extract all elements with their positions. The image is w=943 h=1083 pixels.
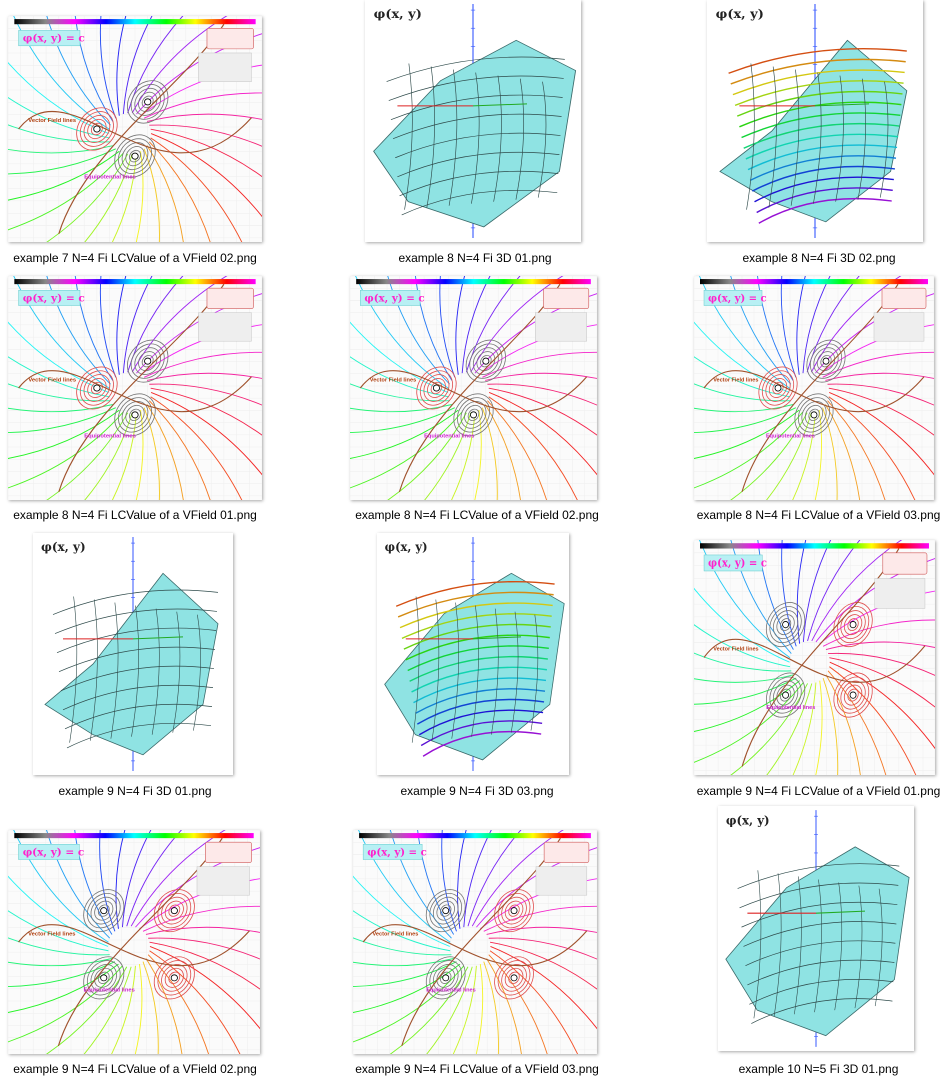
formula-badge-text: φ(x, y) = c xyxy=(367,846,427,858)
vector-field-lines-label: Vector Field lines xyxy=(370,377,417,383)
file-name-label: example 9 N=4 Fi LCValue of a VField 03.… xyxy=(355,1062,599,1076)
equipotential-lines-label: Equipotential lines xyxy=(766,433,815,439)
equipotential-lines-label: Equipotential lines xyxy=(766,705,815,711)
file-thumbnail[interactable]: φ(x, y) = c Vector Field lines Equipotenti… xyxy=(8,830,260,1054)
surface-axis-label: φ(x, y) xyxy=(385,540,428,554)
file-tile[interactable]: φ(x, y) example 9 N=4 Fi 3D 01.png xyxy=(8,533,262,803)
file-tile[interactable]: φ(x, y) = c Vector Field lines Equipotenti… xyxy=(694,540,943,803)
file-thumbnail[interactable]: φ(x, y) = c Vector Field lines Equipotenti… xyxy=(8,16,262,242)
file-thumbnail[interactable]: φ(x, y) = c Vector Field lines Equipotenti… xyxy=(694,276,934,500)
file-tile[interactable]: φ(x, y) = c Vector Field lines Equipotenti… xyxy=(8,276,262,526)
vector-field-lines-label: Vector Field lines xyxy=(713,646,758,652)
file-thumbnail[interactable]: φ(x, y) xyxy=(707,0,923,242)
formula-badge-text: φ(x, y) = c xyxy=(708,557,767,569)
file-tile[interactable]: φ(x, y) example 9 N=4 Fi 3D 03.png xyxy=(350,533,604,803)
file-tile[interactable]: φ(x, y) = c Vector Field lines Equipotenti… xyxy=(8,830,262,1083)
file-tile[interactable]: φ(x, y) = c Vector Field lines Equipotenti… xyxy=(8,16,262,268)
file-name-label: example 8 N=4 Fi LCValue of a VField 01.… xyxy=(13,508,257,522)
formula-badge-text: φ(x, y) = c xyxy=(708,292,767,304)
field-plot-image: φ(x, y) = c Vector Field lines Equipotenti… xyxy=(8,830,260,1054)
file-name-label: example 7 N=4 Fi LCValue of a VField 02.… xyxy=(13,251,257,265)
formula-badge-text: φ(x, y) = c xyxy=(23,847,85,859)
file-thumbnail[interactable]: φ(x, y) xyxy=(718,806,914,1051)
vector-field-lines-label: Vector Field lines xyxy=(28,931,75,937)
field-plot-image: φ(x, y) = c Vector Field lines Equipotenti… xyxy=(350,276,597,500)
surface-plot-image: φ(x, y) xyxy=(365,0,581,242)
vector-field-lines-label: Vector Field lines xyxy=(28,377,76,383)
file-name-label: example 9 N=4 Fi 3D 01.png xyxy=(58,784,212,798)
field-plot-image: φ(x, y) = c Vector Field lines Equipotenti… xyxy=(8,16,262,242)
field-plot-image: φ(x, y) = c Vector Field lines Equipotenti… xyxy=(353,830,597,1054)
file-name-label: example 9 N=4 Fi LCValue of a VField 01.… xyxy=(696,784,941,798)
file-thumbnail[interactable]: φ(x, y) xyxy=(365,0,581,242)
field-plot-image: φ(x, y) = c Vector Field lines Equipotenti… xyxy=(8,276,262,500)
file-name-label: example 10 N=5 Fi 3D 01.png xyxy=(738,1062,899,1076)
file-name-label: example 8 N=4 Fi LCValue of a VField 03.… xyxy=(696,508,941,522)
file-name-label: example 8 N=4 Fi LCValue of a VField 02.… xyxy=(355,508,599,522)
file-name-label: example 8 N=4 Fi 3D 02.png xyxy=(742,251,896,265)
field-plot-image: φ(x, y) = c Vector Field lines Equipotenti… xyxy=(694,276,934,500)
formula-badge-text: φ(x, y) = c xyxy=(364,293,424,305)
file-tile[interactable]: φ(x, y) = c Vector Field lines Equipotenti… xyxy=(350,276,604,526)
file-name-label: example 9 N=4 Fi LCValue of a VField 02.… xyxy=(13,1062,257,1076)
surface-axis-label: φ(x, y) xyxy=(374,7,422,21)
surface-plot-image: φ(x, y) xyxy=(377,533,569,775)
equipotential-lines-label: Equipotential lines xyxy=(84,175,136,181)
file-thumbnail[interactable]: φ(x, y) = c Vector Field lines Equipotenti… xyxy=(8,276,262,500)
file-tile[interactable]: φ(x, y) example 8 N=4 Fi 3D 02.png xyxy=(694,0,943,268)
file-tile[interactable]: φ(x, y) example 8 N=4 Fi 3D 01.png xyxy=(350,0,600,268)
equipotential-lines-label: Equipotential lines xyxy=(84,987,135,993)
equipotential-lines-label: Equipotential lines xyxy=(84,433,136,439)
field-plot-image: φ(x, y) = c Vector Field lines Equipotenti… xyxy=(694,540,935,775)
file-tile[interactable]: φ(x, y) = c Vector Field lines Equipotenti… xyxy=(694,276,943,526)
surface-axis-label: φ(x, y) xyxy=(716,7,764,21)
file-tile[interactable]: φ(x, y) = c Vector Field lines Equipotenti… xyxy=(350,830,604,1083)
surface-axis-label: φ(x, y) xyxy=(41,540,86,554)
vector-field-lines-label: Vector Field lines xyxy=(713,377,758,383)
file-thumbnail[interactable]: φ(x, y) xyxy=(33,533,233,775)
file-thumbnail[interactable]: φ(x, y) = c Vector Field lines Equipotenti… xyxy=(350,276,597,500)
vector-field-lines-label: Vector Field lines xyxy=(28,118,76,124)
file-thumbnail[interactable]: φ(x, y) = c Vector Field lines Equipotenti… xyxy=(694,540,935,775)
file-tile[interactable]: φ(x, y) example 10 N=5 Fi 3D 01.png xyxy=(694,806,943,1083)
surface-plot-image: φ(x, y) xyxy=(707,0,923,242)
formula-badge-text: φ(x, y) = c xyxy=(23,33,85,45)
equipotential-lines-label: Equipotential lines xyxy=(424,433,474,439)
file-thumbnail[interactable]: φ(x, y) = c Vector Field lines Equipotenti… xyxy=(353,830,597,1054)
surface-axis-label: φ(x, y) xyxy=(726,813,770,827)
surface-plot-image: φ(x, y) xyxy=(33,533,233,775)
vector-field-lines-label: Vector Field lines xyxy=(373,931,419,937)
surface-plot-image: φ(x, y) xyxy=(718,806,914,1051)
equipotential-lines-label: Equipotential lines xyxy=(426,987,476,993)
file-name-label: example 8 N=4 Fi 3D 01.png xyxy=(398,251,552,265)
formula-badge-text: φ(x, y) = c xyxy=(23,293,85,305)
file-thumbnail[interactable]: φ(x, y) xyxy=(377,533,569,775)
file-name-label: example 9 N=4 Fi 3D 03.png xyxy=(400,784,554,798)
